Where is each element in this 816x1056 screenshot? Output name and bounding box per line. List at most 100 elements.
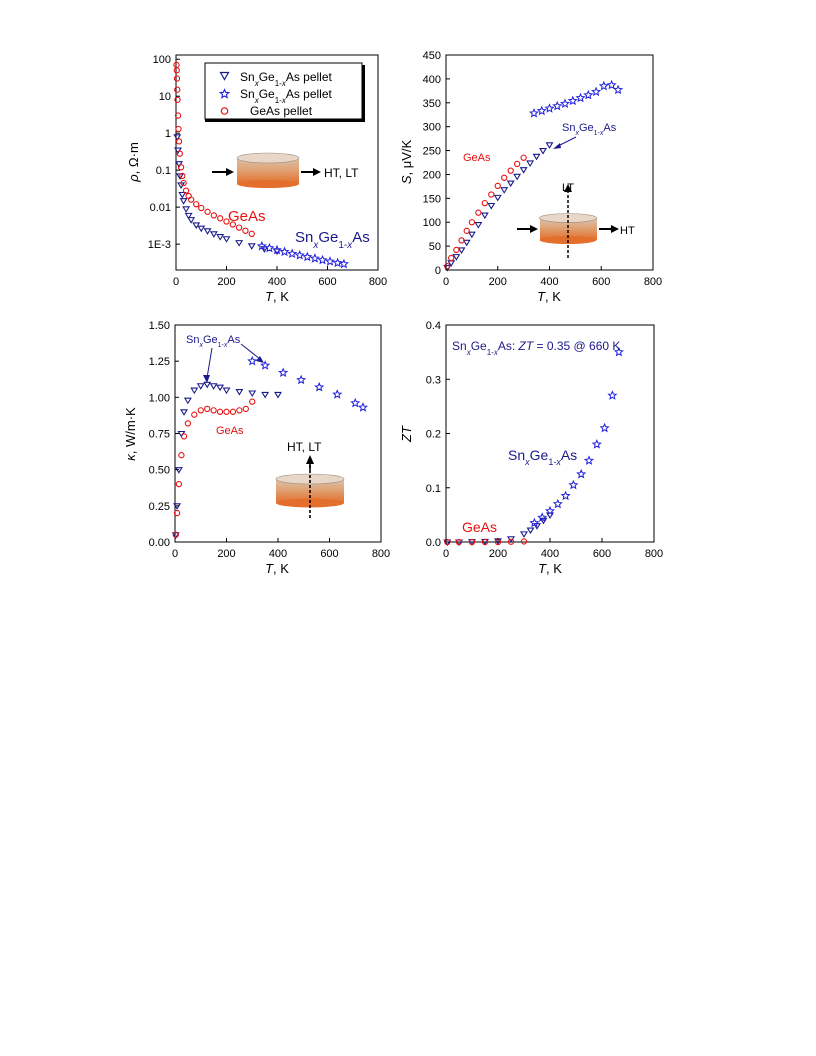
rho-geas-point bbox=[210, 212, 218, 219]
seebeck-snge-star-point bbox=[606, 79, 617, 90]
resistivity-y-axis-label: ρ, Ω·m bbox=[126, 142, 141, 183]
kappa-data-marks bbox=[171, 355, 369, 539]
seebeck-ht-label: HT bbox=[620, 225, 635, 237]
seebeck-y-tick-label: 450 bbox=[423, 50, 441, 62]
rho-snge-triangle-point bbox=[209, 231, 218, 238]
zt-geas-label: GeAs bbox=[462, 519, 497, 535]
rho-geas-point bbox=[179, 172, 186, 180]
rho-snge-triangle-point bbox=[247, 243, 256, 250]
seebeck-snge-triangle-point bbox=[462, 239, 471, 247]
rho-geas-point bbox=[217, 215, 224, 222]
rho-geas-point bbox=[229, 221, 236, 228]
rho-geas-point bbox=[187, 196, 195, 203]
kappa-geas-point bbox=[184, 420, 192, 427]
kappa-y-tick-label: 1.50 bbox=[149, 320, 170, 332]
seebeck-geas-point bbox=[507, 167, 514, 174]
seebeck-data-marks bbox=[443, 79, 624, 272]
rho-x-tick-label: 400 bbox=[268, 276, 286, 288]
kappa-snge-triangle-point bbox=[174, 467, 183, 474]
zt-snge-triangle-point bbox=[520, 531, 528, 538]
rho-snge-star-point bbox=[317, 254, 328, 265]
rho-snge-star-point bbox=[338, 258, 349, 269]
seebeck-snge-star-point bbox=[528, 107, 540, 118]
kappa-x-tick-label: 200 bbox=[217, 548, 235, 560]
zt-y-tick-label: 0.0 bbox=[426, 537, 441, 549]
seebeck-geas-point bbox=[444, 263, 451, 270]
resistivity-direction-label: HT, LT bbox=[324, 166, 359, 180]
kappa-snge-triangle-point bbox=[196, 383, 205, 390]
legend-entry-1: SnxGe1-xAs pellet bbox=[240, 70, 333, 88]
seebeck-geas-point bbox=[501, 174, 508, 181]
kappa-x-axis-label: T, K bbox=[265, 561, 289, 576]
zt-snge-star-point bbox=[613, 346, 624, 357]
kappa-snge-triangle-point bbox=[261, 391, 270, 399]
zt-data-marks bbox=[443, 346, 624, 547]
zt-x-tick-label: 400 bbox=[541, 548, 559, 560]
zt-ticks: 0 200 400 600 800 0.0 0.1 0.2 0.3 0.4 bbox=[426, 320, 663, 560]
kappa-direction-label: HT, LT bbox=[287, 440, 322, 454]
legend-triangle-marker bbox=[219, 71, 230, 81]
seebeck-geas-point bbox=[458, 237, 465, 244]
rho-geas-point bbox=[223, 218, 230, 225]
zt-snge-star-point bbox=[552, 498, 563, 509]
rho-snge-star-point bbox=[287, 248, 298, 259]
rho-geas-point bbox=[235, 224, 243, 231]
kappa-geas-point bbox=[236, 407, 243, 414]
kappa-geas-point bbox=[204, 405, 211, 413]
kappa-snge-triangle-point bbox=[183, 397, 192, 405]
zt-x-tick-label: 200 bbox=[489, 548, 507, 560]
zt-snge-triangle-point bbox=[539, 517, 548, 525]
kappa-geas-point bbox=[191, 411, 198, 418]
rho-snge-triangle-point bbox=[222, 236, 231, 243]
rho-geas-point bbox=[175, 138, 183, 145]
rho-snge-triangle-point bbox=[235, 240, 244, 247]
zt-x-tick-label: 800 bbox=[645, 548, 663, 560]
seebeck-y-tick-label: 0 bbox=[435, 265, 441, 277]
rho-snge-star-point bbox=[294, 249, 305, 260]
kappa-snge-star-point bbox=[260, 360, 271, 370]
rho-snge-star-point bbox=[264, 242, 275, 253]
resistivity-panel: 0 200 400 600 800 1E-3 0.01 0.1 1 10 100 ρ, Ω·m T,… bbox=[126, 54, 387, 304]
seebeck-snge-star-point bbox=[613, 84, 624, 95]
rho-geas-point bbox=[193, 201, 200, 208]
rho-snge-star-point bbox=[309, 253, 320, 263]
zt-x-axis-label: T, K bbox=[538, 561, 562, 576]
seebeck-snge-star-point bbox=[591, 86, 602, 97]
kappa-snge-triangle-point bbox=[222, 387, 231, 395]
seebeck-x-tick-label: 0 bbox=[443, 276, 449, 288]
kappa-y-tick-label: 0.75 bbox=[149, 429, 170, 441]
kappa-ticks: 0 200 400 600 800 0.00 0.25 0.50 0.75 1.00 1.25 1.5… bbox=[149, 320, 391, 560]
kappa-x-tick-label: 0 bbox=[172, 548, 178, 560]
seebeck-geas-point bbox=[520, 154, 527, 161]
seebeck-geas-point bbox=[488, 191, 495, 198]
rho-y-tick-label: 1E-3 bbox=[148, 239, 171, 251]
rho-snge-triangle-point bbox=[187, 217, 196, 224]
kappa-snge-triangle-point bbox=[235, 388, 244, 396]
seebeck-x-tick-label: 400 bbox=[540, 276, 558, 288]
seebeck-snge-star-point bbox=[598, 80, 609, 91]
rho-geas-point bbox=[176, 150, 183, 157]
seebeck-snge-triangle-point bbox=[457, 247, 466, 255]
seebeck-sample-sketch: LT HT bbox=[517, 182, 635, 258]
seebeck-x-axis-label: T, K bbox=[537, 289, 561, 304]
seebeck-y-tick-label: 400 bbox=[423, 74, 441, 86]
rho-geas-point bbox=[173, 75, 181, 82]
rho-y-tick-label: 100 bbox=[153, 54, 171, 66]
rho-snge-triangle-point bbox=[179, 198, 188, 205]
rho-geas-point bbox=[175, 125, 182, 133]
kappa-geas-point bbox=[178, 452, 185, 459]
zt-y-tick-label: 0.2 bbox=[426, 429, 441, 441]
rho-snge-star-point bbox=[279, 246, 290, 257]
kappa-y-tick-label: 0.50 bbox=[149, 465, 170, 477]
kappa-geas-point bbox=[249, 398, 256, 405]
rho-x-tick-label: 800 bbox=[369, 276, 387, 288]
seebeck-snge-star-point bbox=[552, 100, 563, 111]
kappa-geas-point bbox=[216, 408, 224, 415]
zt-snge-star-point bbox=[560, 490, 571, 501]
rho-snge-triangle-point bbox=[173, 134, 182, 141]
rho-snge-star-point bbox=[332, 257, 343, 268]
rho-snge-triangle-point bbox=[203, 228, 212, 235]
resistivity-data-marks bbox=[173, 61, 349, 269]
rho-y-tick-label: 0.1 bbox=[156, 165, 171, 177]
kappa-geas-point bbox=[173, 509, 181, 517]
